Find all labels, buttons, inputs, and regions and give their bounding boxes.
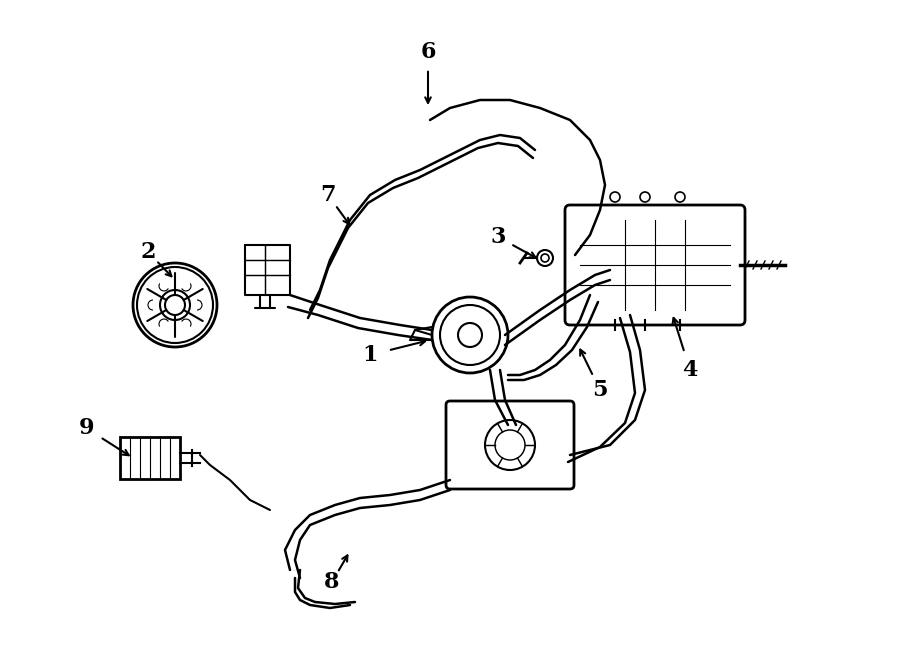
Text: 1: 1 <box>362 344 378 366</box>
Text: 4: 4 <box>682 359 698 381</box>
Text: 7: 7 <box>320 184 336 206</box>
Text: 8: 8 <box>324 571 340 593</box>
FancyBboxPatch shape <box>565 205 745 325</box>
Bar <box>120 437 180 479</box>
Text: 9: 9 <box>78 417 94 439</box>
Text: 2: 2 <box>140 241 156 263</box>
Text: 5: 5 <box>592 379 608 401</box>
Text: 3: 3 <box>491 226 506 248</box>
Text: 6: 6 <box>420 41 436 63</box>
FancyBboxPatch shape <box>446 401 574 489</box>
